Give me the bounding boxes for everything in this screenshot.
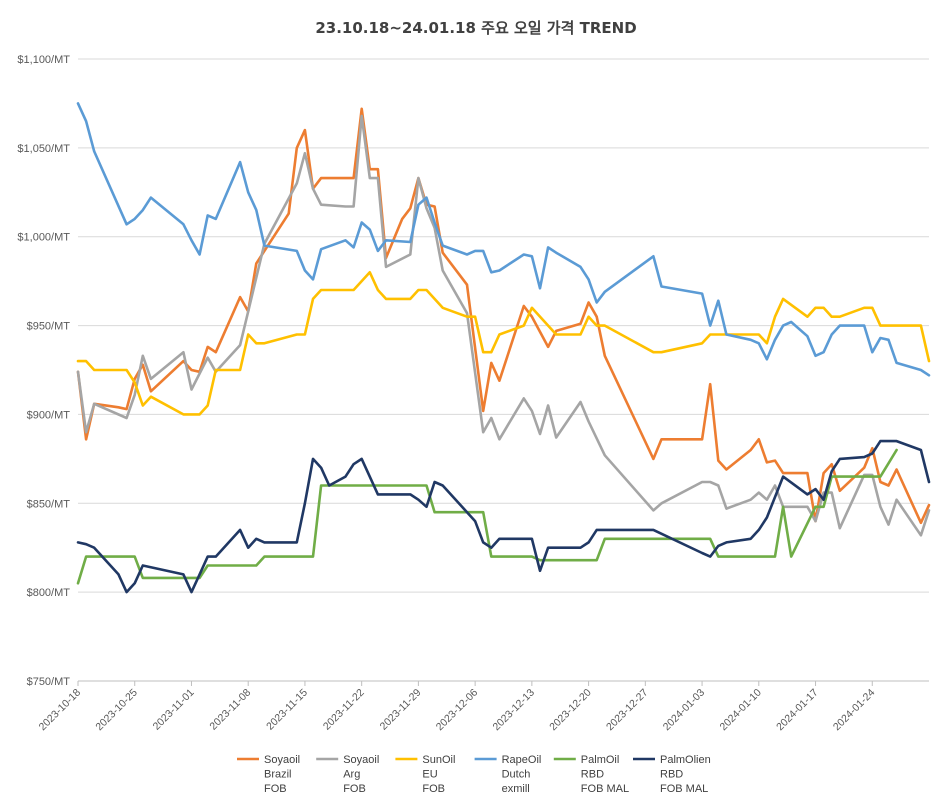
y-axis: $750/MT $800/MT $850/MT $900/MT $950/MT $1,00… [17, 54, 70, 688]
legend-label: FOB [264, 783, 287, 795]
legend-label: Arg [343, 769, 360, 781]
gridlines [78, 58, 929, 682]
series-line-rapeoil-4 [76, 102, 931, 377]
legend-label: exmill [502, 783, 530, 795]
y-tick-label: $750/MT [27, 676, 71, 688]
y-tick-label: $950/MT [27, 321, 71, 333]
y-tick-label: $850/MT [27, 498, 71, 510]
x-tick-label: 2023-10-18 [37, 687, 84, 734]
legend-label: FOB MAL [581, 783, 629, 795]
legend-label: FOB [422, 783, 445, 795]
x-tick-label: 2023-11-22 [321, 687, 367, 733]
series-group [76, 102, 931, 594]
x-tick-label: 2024-01-03 [661, 687, 708, 734]
series-line-sunoil-3 [76, 270, 931, 416]
legend-label: RapeOil [502, 754, 542, 766]
x-tick-label: 2024-01-10 [717, 687, 764, 734]
legend-label: Brazil [264, 769, 292, 781]
legend-label: SunOil [422, 754, 455, 766]
legend-label: PalmOlien [660, 754, 711, 766]
x-tick-label: 2023-12-20 [547, 687, 594, 734]
legend-label: FOB [343, 783, 366, 795]
x-tick-label: 2023-11-08 [207, 687, 253, 733]
legend-label: Dutch [502, 769, 531, 781]
legend-label: PalmOil [581, 754, 620, 766]
legend-label: EU [422, 769, 437, 781]
legend-label: Soyaoil [264, 754, 300, 766]
x-axis: 2023-10-18 2023-10-25 2023-11-01 2023-11-08… [37, 680, 929, 734]
legend-label: RBD [660, 769, 683, 781]
chart-title: 23.10.18~24.01.18 주요 오일 가격 TREND [315, 19, 636, 37]
legend: Soyaoil Brazil FOB Soyaoil Arg FOB SunOil EU FOB… [237, 754, 711, 795]
x-tick-label: 2023-11-01 [151, 687, 197, 733]
legend-label: RBD [581, 769, 604, 781]
x-tick-label: 2023-11-15 [264, 687, 310, 733]
x-tick-label: 2023-12-27 [604, 687, 651, 734]
y-tick-label: $900/MT [27, 409, 71, 421]
y-tick-label: $1,050/MT [17, 143, 70, 155]
y-tick-label: $1,000/MT [17, 232, 70, 244]
x-tick-label: 2023-10-25 [93, 687, 140, 734]
series-line-soyaoil-1 [76, 107, 931, 525]
x-tick-label: 2023-11-29 [378, 687, 424, 733]
y-tick-label: $1,100/MT [17, 54, 70, 66]
x-tick-label: 2023-12-13 [491, 687, 538, 734]
y-tick-label: $800/MT [27, 587, 71, 599]
x-tick-label: 2024-01-24 [831, 687, 878, 734]
legend-label: FOB MAL [660, 783, 708, 795]
series-line-palmoil-5 [76, 448, 898, 585]
x-tick-label: 2024-01-17 [774, 687, 821, 734]
x-tick-label: 2023-12-06 [434, 687, 481, 734]
legend-label: Soyaoil [343, 754, 379, 766]
series-line-palmolien-6 [76, 439, 931, 594]
